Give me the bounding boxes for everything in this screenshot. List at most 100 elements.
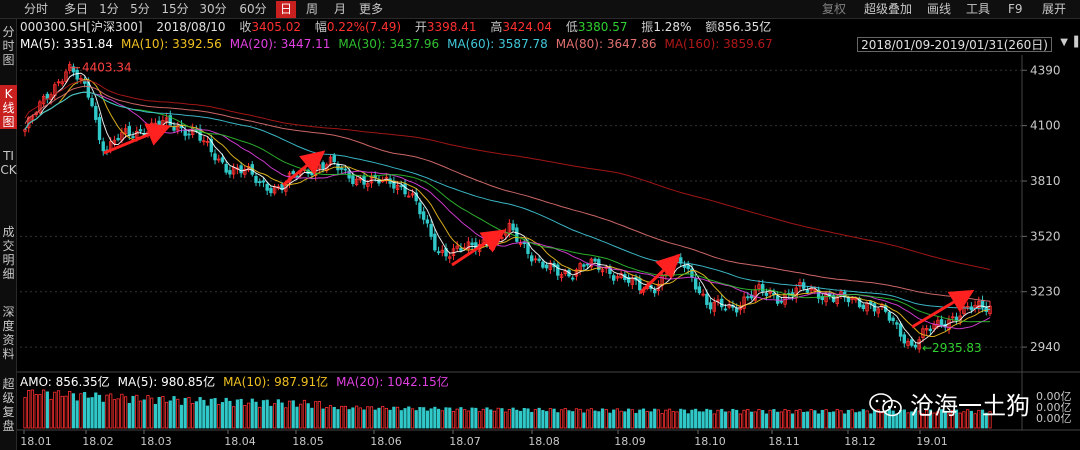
volume-bar [850,409,854,429]
period-tab-10[interactable]: 更多 [358,2,383,16]
volume-bar [835,409,839,429]
volume-bar [213,398,217,429]
toolbar-action-2[interactable]: 画线 [927,2,952,16]
volume-bar [783,409,787,429]
period-tab-0[interactable]: 分时 [23,2,48,16]
candle-body [455,245,459,249]
low-label: 低 [565,20,578,34]
candle-body [395,184,400,190]
high-annotation: 4403.34 [82,61,132,75]
volume-bar [966,409,970,429]
volume-bar [653,408,657,429]
volume-bar [731,408,735,429]
date-range-selector[interactable]: 2018/01/09-2019/01/31(260日) [857,37,1052,52]
candle-body [593,258,597,262]
open-label: 开 [414,20,427,34]
chevron-down-icon[interactable]: ▼ [1060,37,1068,48]
period-tab-8[interactable]: 周 [305,2,318,16]
volume-bar [586,409,590,429]
sidebar-tab-4[interactable]: 深度资料 [2,305,15,361]
volume-bar [500,408,504,429]
candle-body [541,261,545,268]
volume-bar [600,408,605,429]
period-tab-6[interactable]: 60分 [239,2,267,16]
volume-bar [463,409,467,429]
volume-bar [243,405,247,429]
candle-body [261,180,266,183]
sidebar-tab-2[interactable]: TICK [0,149,17,177]
period-tab-3[interactable]: 5分 [130,2,150,16]
sidebar-tab-1[interactable]: K线图 [0,85,17,129]
volume-bar [708,409,713,429]
volume-bar [83,392,87,429]
toolbar-action-0[interactable]: 复权 [822,2,847,16]
x-tick-label: 18.03 [140,435,172,448]
candle-body [910,339,914,346]
candle-body [924,327,929,331]
volume-bar [958,412,962,429]
wechat-icon [869,393,902,417]
period-tab-5[interactable]: 30分 [199,2,227,16]
settings-icon[interactable]: ▐ [1070,37,1078,48]
candle-body [559,274,564,278]
ma-legend-item-6: MA(160): 3859.67 [664,37,773,51]
candle-body [217,158,221,161]
candle-body [582,264,586,267]
volume-legend-item-0: AMO: 856.35亿 [20,375,110,389]
period-tab-7[interactable]: 日 [276,1,296,18]
candle-body [589,258,594,268]
candle-body [835,296,839,305]
volume-bar [578,408,582,429]
volume-bar [794,409,798,429]
candle-body [954,316,959,321]
x-tick-label: 18.01 [20,435,52,448]
toolbar-action-5[interactable]: 展开 [1042,2,1067,16]
candle-body [339,167,344,170]
volume-bar [153,403,158,429]
candle-body [213,153,217,161]
sidebar-tab-3[interactable]: 成交明细 [2,225,15,281]
y-tick-label: 3810 [1030,174,1061,188]
volume-bar [977,409,981,429]
volume-bar [574,408,579,429]
volume-bar [321,408,325,429]
toolbar-action-1[interactable]: 超级叠加 [864,2,913,16]
toolbar-action-4[interactable]: F9 [1008,2,1023,16]
volume-bar [64,395,68,429]
candle-body [433,233,437,251]
candle-body [187,133,191,136]
volume-bar [723,411,728,429]
ma-line-80 [24,85,991,302]
volume-bar [105,394,109,429]
candle-body [571,277,575,280]
volume-bar [679,408,683,429]
candle-body [60,81,64,85]
volume-bar [474,407,478,429]
volume-bar [537,407,541,429]
volume-bar [407,406,411,429]
candle-body [220,157,225,163]
ma-line-20 [24,91,991,330]
candle-body [254,175,258,183]
period-tab-4[interactable]: 15分 [161,2,189,16]
volume-bar [518,410,523,429]
toolbar-action-3[interactable]: 工具 [966,2,991,16]
sidebar-tab-0[interactable]: 分时图 [2,25,15,67]
period-tab-2[interactable]: 1分 [99,2,119,16]
drawn-arrow [911,289,975,329]
volume-bar [280,402,284,429]
volume-bar [325,407,329,429]
candle-body [459,247,463,251]
volume-bar [980,409,985,429]
period-tab-9[interactable]: 月 [333,2,346,16]
volume-bar [30,389,35,429]
volume-bar [235,399,239,429]
volume-bar [157,397,161,429]
x-tick-label: 18.09 [614,435,646,448]
period-tab-1[interactable]: 多日 [63,2,88,16]
volume-bar [548,408,552,429]
volume-bar [179,404,184,429]
x-tick-label: 18.10 [694,435,726,448]
sidebar-tab-5[interactable]: 超级复盘 [2,377,15,433]
